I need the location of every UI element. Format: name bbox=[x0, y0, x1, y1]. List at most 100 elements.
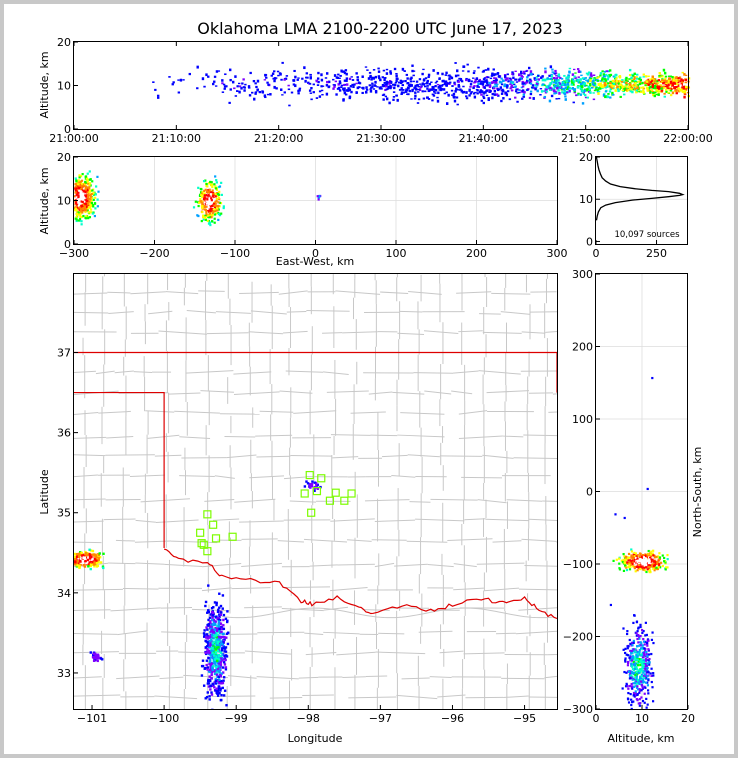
county-line bbox=[396, 694, 438, 700]
time-altitude-source bbox=[411, 69, 414, 73]
county-line bbox=[74, 633, 118, 635]
county-line bbox=[415, 518, 465, 522]
time-altitude-source bbox=[522, 93, 526, 96]
plan-view-source bbox=[221, 647, 224, 650]
ew-altitude-source bbox=[212, 210, 216, 213]
county-line bbox=[453, 563, 477, 568]
altitude-ns-source bbox=[645, 563, 648, 567]
altitude-ns-source bbox=[650, 667, 653, 670]
time-altitude-source bbox=[677, 89, 681, 93]
plan-view-source bbox=[224, 654, 228, 657]
time-altitude-source bbox=[634, 82, 637, 84]
time-altitude-panel: 21:00:00 21:10:00 21:20:00 21:30:00 21:40:00… bbox=[38, 36, 713, 145]
plan-view-source bbox=[223, 689, 227, 692]
time-altitude-source bbox=[639, 78, 643, 82]
plan-view-source bbox=[217, 636, 221, 639]
ew-altitude-source bbox=[78, 198, 81, 201]
ew-altitude-source bbox=[218, 201, 221, 204]
time-altitude-x-tick-label-5: 21:50:00 bbox=[561, 132, 610, 145]
altitude-ns-source bbox=[636, 658, 639, 661]
time-altitude-source bbox=[488, 81, 491, 85]
plan-view-source bbox=[215, 603, 218, 607]
time-altitude-source bbox=[401, 80, 404, 84]
altitude-ns-source bbox=[632, 641, 635, 644]
time-altitude-source bbox=[487, 99, 490, 102]
time-altitude-source bbox=[292, 83, 296, 86]
time-altitude-source bbox=[614, 89, 617, 92]
altitude-ns-source bbox=[640, 653, 643, 656]
time-altitude-source bbox=[592, 92, 595, 94]
altitude-ns-ylabel: North-South, km bbox=[691, 447, 704, 538]
county-line bbox=[482, 454, 514, 459]
ew-altitude-source bbox=[79, 175, 83, 178]
time-altitude-source bbox=[657, 92, 660, 94]
ew-altitude-source bbox=[213, 207, 216, 211]
altitude-ns-source bbox=[639, 567, 642, 571]
altitude-ns-source bbox=[641, 699, 645, 703]
ew-altitude-source bbox=[217, 218, 220, 222]
altitude-ns-source bbox=[638, 644, 641, 647]
ew-altitude-source bbox=[209, 193, 212, 196]
plan-view-source bbox=[69, 553, 71, 555]
time-altitude-source bbox=[442, 88, 446, 91]
time-altitude-source bbox=[503, 74, 507, 76]
time-altitude-source bbox=[409, 77, 412, 81]
time-altitude-source bbox=[644, 84, 647, 86]
plan-view-source bbox=[224, 646, 228, 649]
plan-view-source bbox=[100, 658, 104, 661]
time-altitude-source bbox=[156, 94, 160, 97]
plan-view-source bbox=[91, 561, 94, 564]
plan-view-source bbox=[93, 654, 97, 658]
plan-view-source bbox=[206, 651, 209, 655]
ew-altitude-source bbox=[198, 201, 201, 204]
altitude-ns-source bbox=[652, 672, 655, 675]
time-altitude-source bbox=[667, 78, 671, 82]
ew-altitude-y-tick-label-1: 10 bbox=[57, 195, 71, 208]
time-altitude-source bbox=[343, 71, 347, 75]
altitude-ns-source bbox=[666, 558, 669, 561]
plan-view-source bbox=[221, 659, 224, 662]
time-altitude-source bbox=[592, 98, 596, 101]
plan-view-source bbox=[205, 636, 208, 639]
plan-view-source bbox=[205, 626, 208, 629]
time-altitude-source bbox=[560, 77, 564, 80]
ew-altitude-source bbox=[76, 184, 79, 188]
county-line bbox=[168, 392, 201, 395]
county-line bbox=[170, 540, 218, 544]
altitude-ns-source bbox=[627, 701, 631, 704]
altitude-ns-source bbox=[632, 682, 635, 685]
altitude-ns-source bbox=[635, 555, 638, 558]
time-altitude-source bbox=[407, 84, 411, 87]
time-altitude-source bbox=[623, 93, 626, 96]
time-altitude-source bbox=[309, 92, 313, 94]
altitude-ns-source bbox=[652, 549, 655, 552]
time-altitude-source bbox=[476, 89, 479, 92]
altitude-ns-source bbox=[636, 557, 639, 560]
altitude-ns-source bbox=[649, 565, 652, 568]
altitude-ns-source bbox=[644, 675, 647, 678]
time-altitude-source bbox=[514, 78, 517, 81]
altitude-ns-source bbox=[664, 561, 667, 564]
altitude-ns-source bbox=[638, 704, 641, 707]
time-altitude-source bbox=[683, 73, 686, 76]
plan-view-source bbox=[206, 691, 209, 694]
ew-altitude-source bbox=[204, 179, 207, 182]
county-line bbox=[370, 434, 398, 437]
altitude-ns-source bbox=[625, 566, 628, 569]
altitude-ns-source bbox=[640, 668, 643, 671]
plan-view-source bbox=[218, 631, 222, 635]
ew-altitude-source bbox=[87, 202, 90, 206]
altitude-ns-source bbox=[634, 648, 637, 651]
altitude-ns-source bbox=[641, 553, 645, 557]
plan-view-source bbox=[96, 558, 100, 562]
time-altitude-source bbox=[521, 85, 525, 88]
altitude-ns-source bbox=[644, 658, 647, 661]
time-altitude-source bbox=[432, 69, 435, 72]
time-altitude-source bbox=[638, 82, 642, 86]
plan-view-source bbox=[75, 553, 79, 556]
time-altitude-source bbox=[675, 92, 678, 95]
plan-view-source bbox=[77, 565, 81, 568]
time-altitude-source bbox=[378, 76, 381, 80]
time-altitude-source bbox=[196, 65, 199, 69]
